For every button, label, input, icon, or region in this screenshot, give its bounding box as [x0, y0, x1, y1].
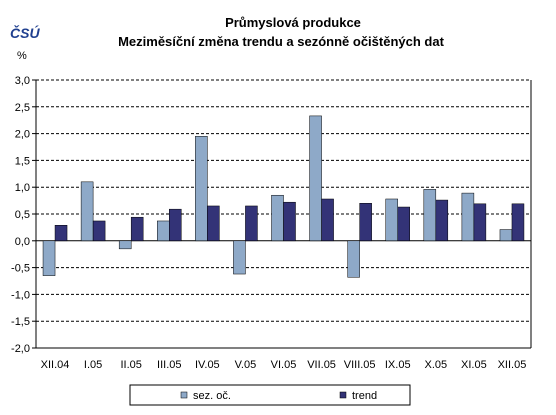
bar-trend-XII.04	[54, 225, 68, 242]
bar-trend-III.05	[169, 208, 182, 242]
logo: ČSÚ	[10, 24, 40, 41]
bar-sez-oc-X.05	[423, 189, 437, 242]
x-tick-label-12: XII.05	[498, 359, 527, 371]
bar-sez-oc-VI.05	[271, 194, 284, 242]
legend-label-sez-oc: sez. oč.	[193, 390, 231, 402]
x-tick-label-1: I.05	[84, 359, 102, 371]
x-tick-label-9: IX.05	[385, 359, 411, 371]
bar-trend-VII.05	[321, 198, 334, 242]
chart-title: Průmyslová produkce	[225, 15, 361, 30]
bar-sez-oc-VII.05	[309, 115, 322, 242]
bar-sez-oc-I.05	[80, 181, 94, 242]
bar-sez-oc-XII.04	[42, 240, 56, 276]
bar-sez-oc-III.05	[157, 220, 170, 242]
x-tick-label-6: VI.05	[271, 359, 297, 371]
bar-sez-oc-XI.05	[461, 192, 475, 242]
y-tick-label-1: 2,5	[15, 102, 30, 114]
bar-trend-IX.05	[397, 206, 410, 242]
bar-sez-oc-IX.05	[385, 198, 398, 242]
x-tick-labels: XII.04 I.05 II.05 III.05 IV.05 V.05 VI.05 VII.0…	[41, 359, 527, 371]
bar-sez-oc-IV.05	[195, 136, 208, 242]
y-axis-label: %	[17, 50, 27, 62]
bar-sez-oc-V.05	[233, 240, 246, 275]
bar-trend-VI.05	[283, 201, 296, 242]
legend-box	[129, 384, 411, 406]
bar-trend-XII.05	[511, 203, 525, 242]
x-tick-label-7: VII.05	[307, 359, 336, 371]
bar-sez-oc-II.05	[118, 240, 132, 250]
x-tick-label-3: III.05	[157, 359, 181, 371]
x-tick-label-11: XI.05	[461, 359, 487, 371]
legend-swatch-trend	[339, 391, 347, 399]
bar-trend-IV.05	[207, 205, 220, 242]
y-tick-label-3: 1,5	[15, 155, 30, 167]
y-tick-label-5: 0,5	[15, 209, 30, 221]
bar-trend-V.05	[245, 205, 258, 242]
y-tick-label-8: -1,0	[11, 289, 30, 301]
y-tick-label-6: 0,0	[15, 236, 30, 248]
bar-trend-VIII.05	[359, 203, 372, 242]
legend-label-trend: trend	[352, 390, 377, 402]
y-tick-label-7: -0,5	[11, 263, 30, 275]
bars	[42, 115, 525, 278]
x-tick-label-2: II.05	[120, 359, 141, 371]
legend: sez. oč. trend	[129, 384, 411, 406]
y-tick-label-9: -1,5	[11, 316, 30, 328]
x-tick-label-5: V.05	[235, 359, 257, 371]
y-tick-label-2: 2,0	[15, 129, 30, 141]
bar-sez-oc-VIII.05	[347, 240, 360, 278]
x-tick-label-0: XII.04	[41, 359, 70, 371]
x-tick-label-8: VIII.05	[344, 359, 376, 371]
y-tick-label-10: -2,0	[11, 343, 30, 355]
axes	[32, 79, 532, 349]
y-tick-label-0: 3,0	[15, 75, 30, 87]
y-tick-label-4: 1,0	[15, 182, 30, 194]
x-tick-label-4: IV.05	[195, 359, 220, 371]
y-tick-labels: 3,0 2,5 2,0 1,5 1,0 0,5 0,0 -0,5 -1,0 -1,5 -2,0	[11, 75, 30, 355]
bar-sez-oc-XII.05	[499, 229, 513, 242]
bar-trend-XI.05	[473, 203, 487, 242]
bar-trend-I.05	[92, 220, 106, 242]
chart-subtitle: Meziměsíční změna trendu a sezónně očišt…	[118, 34, 444, 49]
bar-trend-X.05	[435, 199, 449, 242]
legend-swatch-sez-oc	[180, 391, 188, 399]
bar-trend-II.05	[130, 216, 144, 242]
x-tick-label-10: X.05	[424, 359, 447, 371]
